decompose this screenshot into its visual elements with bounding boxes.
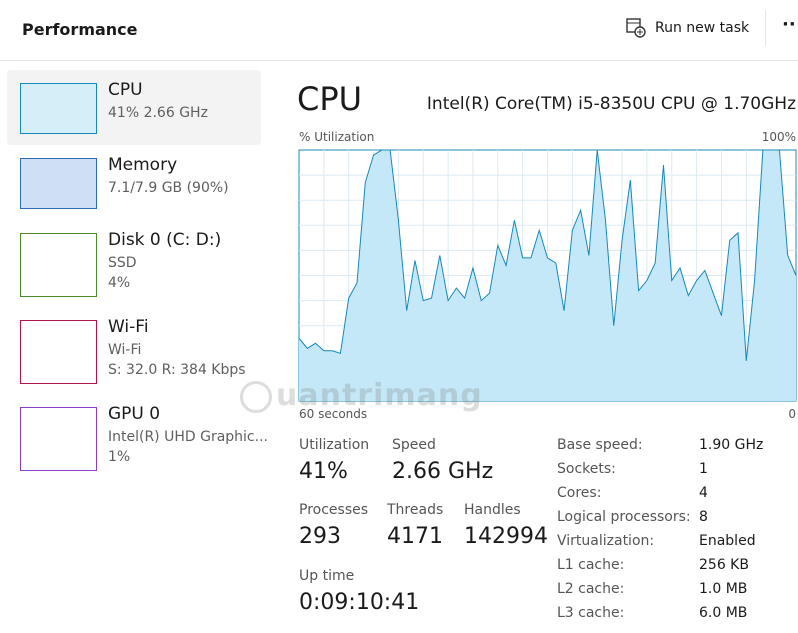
graph-label: % Utilization [299, 130, 375, 144]
detail-label: Virtualization: [557, 533, 655, 549]
graph-max: 100% [761, 130, 796, 144]
header [0, 0, 798, 61]
watermark: uantrimang [240, 378, 483, 413]
item-detail: Wi-Fi [108, 342, 142, 358]
detail-label: L2 cache: [557, 581, 625, 597]
watermark-text: uantrimang [276, 378, 483, 413]
stat-value: 41% [299, 459, 348, 484]
item-detail: S: 32.0 R: 384 Kbps [108, 362, 246, 378]
stat-label: Utilization [299, 437, 370, 453]
detail-value: 1 [699, 461, 708, 477]
detail-label: Logical processors: [557, 509, 691, 525]
stat-value: 4171 [387, 524, 443, 549]
detail-value: 1.90 GHz [699, 437, 764, 453]
item-detail: 4% [108, 275, 131, 291]
thumbnail[interactable] [20, 407, 97, 471]
item-name: CPU [108, 80, 143, 100]
cpu-area [299, 150, 796, 401]
main-title: CPU [297, 80, 363, 118]
item-name: Disk 0 (C: D:) [108, 230, 222, 250]
thumbnail[interactable] [20, 158, 97, 209]
detail-value: 1.0 MB [699, 581, 748, 597]
thumbnail[interactable] [20, 320, 97, 384]
page-title: Performance [22, 20, 138, 39]
stat-value: 142994 [464, 524, 548, 549]
detail-label: L3 cache: [557, 605, 625, 621]
detail-label: Base speed: [557, 437, 643, 453]
stat-label: Speed [392, 437, 436, 453]
detail-value: 4 [699, 485, 708, 501]
stat-label: Handles [464, 502, 521, 518]
divider [765, 10, 766, 46]
stat-value: 0:09:10:41 [299, 590, 420, 615]
stat-value: 293 [299, 524, 341, 549]
item-detail: 41% 2.66 GHz [108, 105, 208, 121]
run-task-button[interactable]: Run new task [655, 20, 750, 36]
detail-value: Enabled [699, 533, 756, 549]
detail-value: 6.0 MB [699, 605, 748, 621]
detail-value: 8 [699, 509, 708, 525]
stat-label: Processes [299, 502, 369, 518]
detail-label: Sockets: [557, 461, 616, 477]
thumbnail[interactable] [20, 233, 97, 297]
item-name: Memory [108, 155, 178, 175]
thumbnail[interactable] [20, 83, 97, 134]
item-detail: SSD [108, 255, 137, 271]
stat-label: Up time [299, 568, 355, 584]
graph-x-end: 0 [788, 407, 796, 421]
detail-label: L1 cache: [557, 557, 625, 573]
detail-label: Cores: [557, 485, 602, 501]
cpu-model: Intel(R) Core(TM) i5-8350U CPU @ 1.70GHz [426, 94, 796, 114]
item-name: Wi-Fi [108, 317, 149, 337]
item-detail: Intel(R) UHD Graphic... [108, 429, 268, 445]
item-detail: 1% [108, 449, 131, 465]
run-task-icon[interactable] [626, 18, 646, 38]
stat-label: Threads [387, 502, 444, 518]
cpu-line [298, 149, 797, 361]
item-name: GPU 0 [108, 404, 161, 424]
stat-value: 2.66 GHz [392, 459, 494, 484]
graph-x-start: 60 seconds [299, 407, 368, 421]
item-detail: 7.1/7.9 GB (90%) [108, 180, 229, 196]
more-button[interactable]: ·· [782, 14, 796, 35]
detail-value: 256 KB [699, 557, 749, 573]
